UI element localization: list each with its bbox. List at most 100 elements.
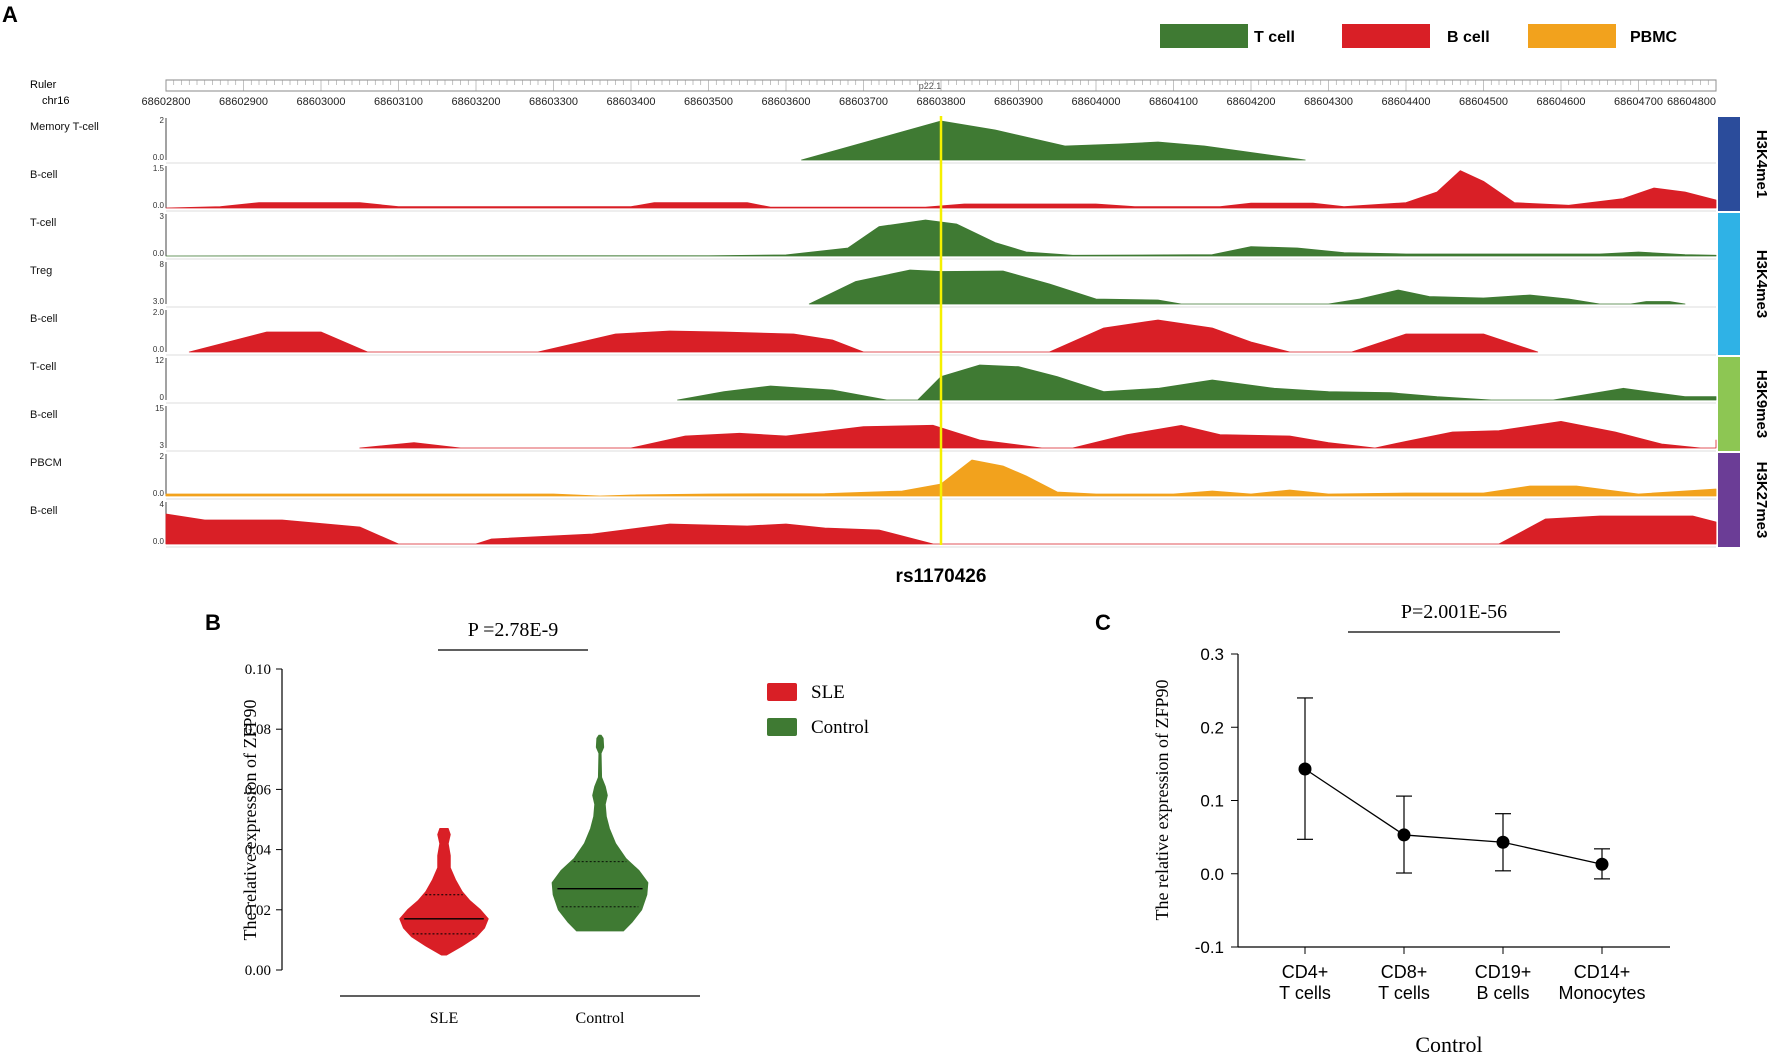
ruler-tick-label: 68602800 xyxy=(142,96,191,108)
ruler-tick-label: 68603400 xyxy=(607,96,656,108)
histone-mark-bar xyxy=(1718,357,1740,451)
violin-chart: 0.00 0.02 0.04 0.06 0.08 0.10 The relative exp… xyxy=(240,619,869,1027)
ruler-tick-label: 68603800 xyxy=(917,96,966,108)
track-ymin-label: 0.0 xyxy=(153,537,165,546)
panel-label-b: B xyxy=(205,610,221,635)
track-label: T-cell xyxy=(30,217,56,229)
legend-swatch-control xyxy=(767,718,797,736)
track-label: B-cell xyxy=(30,169,58,181)
track-8: B-cell 4 0.0 xyxy=(30,500,1717,548)
ruler-tick-label: 68603000 xyxy=(297,96,346,108)
ruler-tick-label: 68602900 xyxy=(219,96,268,108)
track-7: PBCM 2 0.0 xyxy=(30,452,1717,500)
ruler-tick-label: 68603900 xyxy=(994,96,1043,108)
track-ymin-label: 3 xyxy=(160,441,165,450)
track-signal-area xyxy=(677,364,1717,401)
data-point xyxy=(1595,857,1609,871)
track-ymax-label: 3 xyxy=(160,212,165,221)
legend-a: T cell B cell PBMC xyxy=(1160,24,1678,48)
legend-swatch-sle xyxy=(767,683,797,701)
y-tick-label-c: 0.1 xyxy=(1200,792,1224,811)
series-line-c xyxy=(1304,768,1603,865)
track-4: B-cell 2.0 0.0 xyxy=(30,308,1716,356)
histone-mark-label: H3K27me3 xyxy=(1753,462,1770,539)
track-ymax-label: 12 xyxy=(155,356,164,365)
histone-mark-label: H3K9me3 xyxy=(1753,370,1770,438)
track-3: Treg 8 3.0 xyxy=(30,260,1716,308)
track-ymin-label: 0.0 xyxy=(153,249,165,258)
panel-label-c: C xyxy=(1095,610,1111,635)
track-5: T-cell 12 0 xyxy=(30,356,1717,404)
histone-mark-label: H3K4me1 xyxy=(1753,130,1770,198)
track-label: PBCM xyxy=(30,457,62,469)
track-ymax-label: 1.5 xyxy=(153,164,165,173)
track-2: T-cell 3 0.0 xyxy=(30,212,1717,260)
track-0: Memory T-cell 2 0.0 xyxy=(30,116,1716,164)
ruler-ticks: 68602800 68602900 68603000 68603100 68603200… xyxy=(142,80,1717,108)
track-label: T-cell xyxy=(30,361,56,373)
ruler-tick-label: 68603500 xyxy=(684,96,733,108)
p-value-b: P =2.78E-9 xyxy=(468,619,559,641)
legend-label-b-cell: B cell xyxy=(1447,29,1490,46)
legend-label-sle: SLE xyxy=(811,682,845,703)
track-ymin-label: 0.0 xyxy=(153,153,165,162)
track-ymin-label: 3.0 xyxy=(153,297,165,306)
y-axis-title-b: The relative expression of ZFP90 xyxy=(240,700,260,941)
legend-label-control: Control xyxy=(811,717,869,738)
legend-swatch-t-cell xyxy=(1160,24,1248,48)
data-point xyxy=(1397,828,1411,842)
legend-label-pbmc: PBMC xyxy=(1630,29,1678,46)
histone-mark-bar xyxy=(1718,117,1740,211)
ruler-tick-label: 68604500 xyxy=(1459,96,1508,108)
data-point xyxy=(1298,762,1312,776)
violin-control xyxy=(551,734,649,932)
line-chart: -0.1 0.0 0.1 0.2 0.3 The relative expression … xyxy=(1152,601,1670,1056)
ruler-tick-label: 68604600 xyxy=(1537,96,1586,108)
histone-mark-bars: H3K4me1 H3K4me3 H3K9me3 H3K27me3 xyxy=(1718,117,1770,547)
track-signal-area xyxy=(188,319,1539,353)
histone-mark-bar xyxy=(1718,213,1740,355)
chrom-label: chr16 xyxy=(42,95,70,107)
chrom-band-label: p22.1 xyxy=(919,81,942,91)
ruler-tick-label: 68603600 xyxy=(762,96,811,108)
track-label: Treg xyxy=(30,265,52,277)
y-tick-label-b: 0.02 xyxy=(245,903,271,919)
ruler-tick-label: 68604100 xyxy=(1149,96,1198,108)
x-tick-label-c: CD19+ xyxy=(1475,962,1532,982)
ruler-tick-label: 68603700 xyxy=(839,96,888,108)
track-1: B-cell 1.5 0.0 xyxy=(30,164,1717,212)
y-axis-title-c: The relative expression of ZFP90 xyxy=(1152,680,1172,921)
y-tick-label-b: 0.06 xyxy=(245,782,272,798)
track-signal-area xyxy=(359,420,1717,449)
ruler-tick-label: 68604700 xyxy=(1614,96,1663,108)
x-tick-label-c: B cells xyxy=(1476,983,1529,1003)
ruler-tick-label: 68604000 xyxy=(1072,96,1121,108)
track-ymin-label: 0.0 xyxy=(153,489,165,498)
y-tick-label-c: 0.2 xyxy=(1200,718,1224,737)
x-tick-label-c: Monocytes xyxy=(1558,983,1645,1003)
x-tick-label-c: T cells xyxy=(1378,983,1430,1003)
histone-mark-bar xyxy=(1718,453,1740,547)
track-ymin-label: 0.0 xyxy=(153,201,165,210)
epigenome-tracks: Memory T-cell20.0B-cell1.50.0T-cell30.0T… xyxy=(30,116,1717,548)
track-ymin-label: 0 xyxy=(160,393,165,402)
track-ymax-label: 2 xyxy=(160,452,165,461)
x-tick-label-c: CD14+ xyxy=(1574,962,1631,982)
track-ymax-label: 2 xyxy=(160,116,165,125)
ruler-tick-label: 68603200 xyxy=(452,96,501,108)
y-tick-label-b: 0.00 xyxy=(245,963,271,979)
x-tick-label-b: Control xyxy=(576,1010,625,1027)
legend-swatch-pbmc xyxy=(1528,24,1616,48)
track-label: B-cell xyxy=(30,505,58,517)
track-signal-area xyxy=(165,513,1717,545)
panel-label-a: A xyxy=(2,2,18,27)
track-ymax-label: 8 xyxy=(160,260,165,269)
track-signal-area xyxy=(801,120,1306,161)
ruler-tick-label: 68604800 xyxy=(1667,96,1716,108)
y-tick-label-b: 0.10 xyxy=(245,662,271,678)
ruler-tick-label: 68603300 xyxy=(529,96,578,108)
violin-sle xyxy=(399,828,489,956)
ruler-tick-label: 68604200 xyxy=(1227,96,1276,108)
